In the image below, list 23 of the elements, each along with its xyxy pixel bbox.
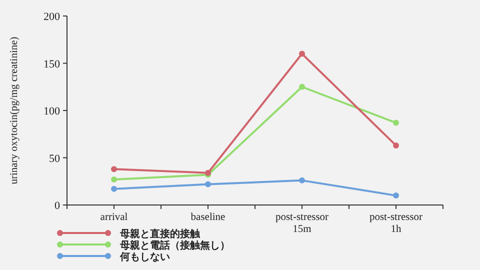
y-tick-label: 100 — [44, 106, 60, 118]
y-axis-title: urinary oxytocin(pg/mg creatinine) — [9, 36, 20, 184]
x-tick-label: post-stressor 1h — [369, 212, 424, 235]
point — [393, 192, 399, 199]
x-tick-label: arrival — [100, 212, 128, 223]
point — [205, 181, 211, 188]
point — [111, 186, 117, 192]
point — [299, 50, 305, 57]
point — [393, 142, 399, 148]
point — [393, 120, 399, 126]
y-tick-label: 150 — [44, 58, 60, 70]
legend-label: 母親と直接的接触 — [119, 228, 201, 240]
legend-label: 母親と電話（接触無し） — [119, 240, 230, 252]
y-tick-label: 0 — [54, 200, 60, 212]
point — [111, 176, 117, 182]
point — [299, 177, 305, 184]
y-tick-label: 200 — [44, 11, 60, 23]
point — [111, 166, 117, 172]
x-tick-label: post-stressor 15m — [275, 212, 330, 235]
y-tick-label: 50 — [49, 152, 60, 165]
x-tick-label: baseline — [190, 212, 226, 223]
point — [299, 84, 305, 90]
legend-label: 何もしない — [119, 251, 170, 263]
